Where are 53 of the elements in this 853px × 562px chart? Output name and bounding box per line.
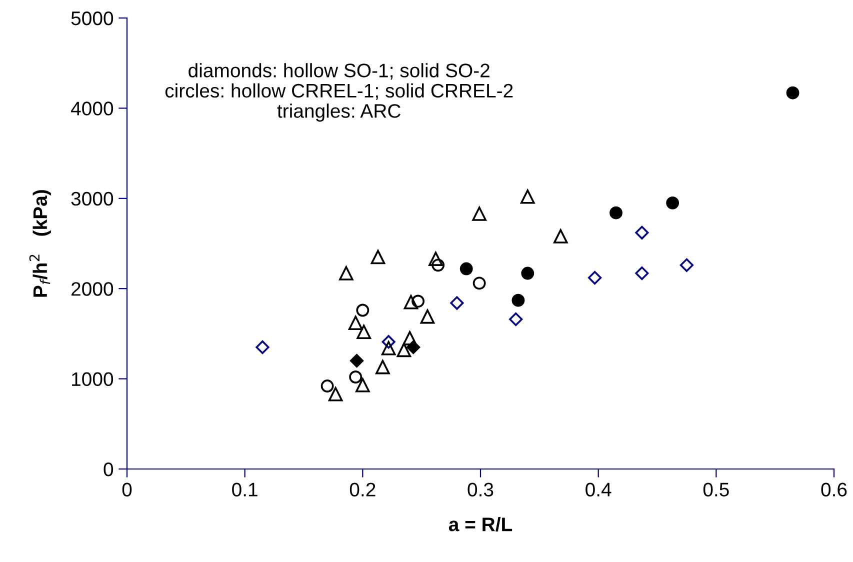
annotation: diamonds: hollow SO-1; solid SO-2 circles: hollow CRREL-1; solid CRREL-2 triangles: ARC — [165, 63, 513, 122]
point — [356, 304, 370, 317]
point — [521, 266, 534, 280]
point — [256, 340, 270, 354]
point — [680, 258, 694, 272]
point — [370, 250, 386, 264]
point — [666, 196, 680, 210]
point — [512, 294, 525, 307]
point — [553, 229, 568, 244]
y-tick-label: 0 — [104, 462, 114, 476]
x-tick-label: 0.4 — [586, 482, 612, 496]
point — [520, 189, 535, 204]
x-tick-label: 0.5 — [703, 482, 729, 496]
point — [786, 86, 800, 100]
point — [588, 270, 602, 285]
point — [432, 258, 445, 272]
y-tick-label: 1000 — [72, 372, 114, 386]
x-axis-title: a = R/L — [448, 516, 512, 532]
point — [404, 294, 418, 310]
point — [349, 370, 362, 384]
point — [635, 266, 649, 280]
point — [350, 354, 364, 368]
point — [382, 335, 396, 349]
point — [348, 316, 363, 330]
x-tick-label: 0.1 — [232, 482, 258, 496]
point — [320, 380, 334, 392]
point — [635, 226, 649, 240]
point — [396, 342, 412, 358]
point — [509, 312, 523, 326]
x-tick-label: 0.3 — [468, 482, 494, 496]
point — [412, 294, 425, 308]
y-tick-label: 4000 — [71, 102, 114, 116]
point — [428, 252, 443, 266]
point — [472, 276, 486, 290]
point — [472, 206, 486, 221]
point — [376, 360, 390, 374]
point — [328, 386, 343, 402]
point — [460, 262, 473, 276]
point — [381, 340, 396, 356]
x-tick-label: 0.2 — [350, 482, 376, 496]
point — [356, 324, 371, 340]
y-tick-label: 2000 — [72, 282, 114, 296]
point — [420, 309, 435, 324]
x-tick-label: 0 — [122, 482, 132, 496]
point — [402, 331, 417, 346]
point — [610, 206, 622, 220]
point — [450, 296, 464, 310]
point — [339, 266, 354, 280]
y-tick-label: 5000 — [71, 11, 114, 26]
point — [356, 378, 370, 392]
y-tick-label: 3000 — [71, 192, 114, 206]
text: P$_{f}$/h$^{2}$ (kPa) — [29, 190, 51, 297]
x-tick-label: 0.6 — [821, 482, 847, 496]
